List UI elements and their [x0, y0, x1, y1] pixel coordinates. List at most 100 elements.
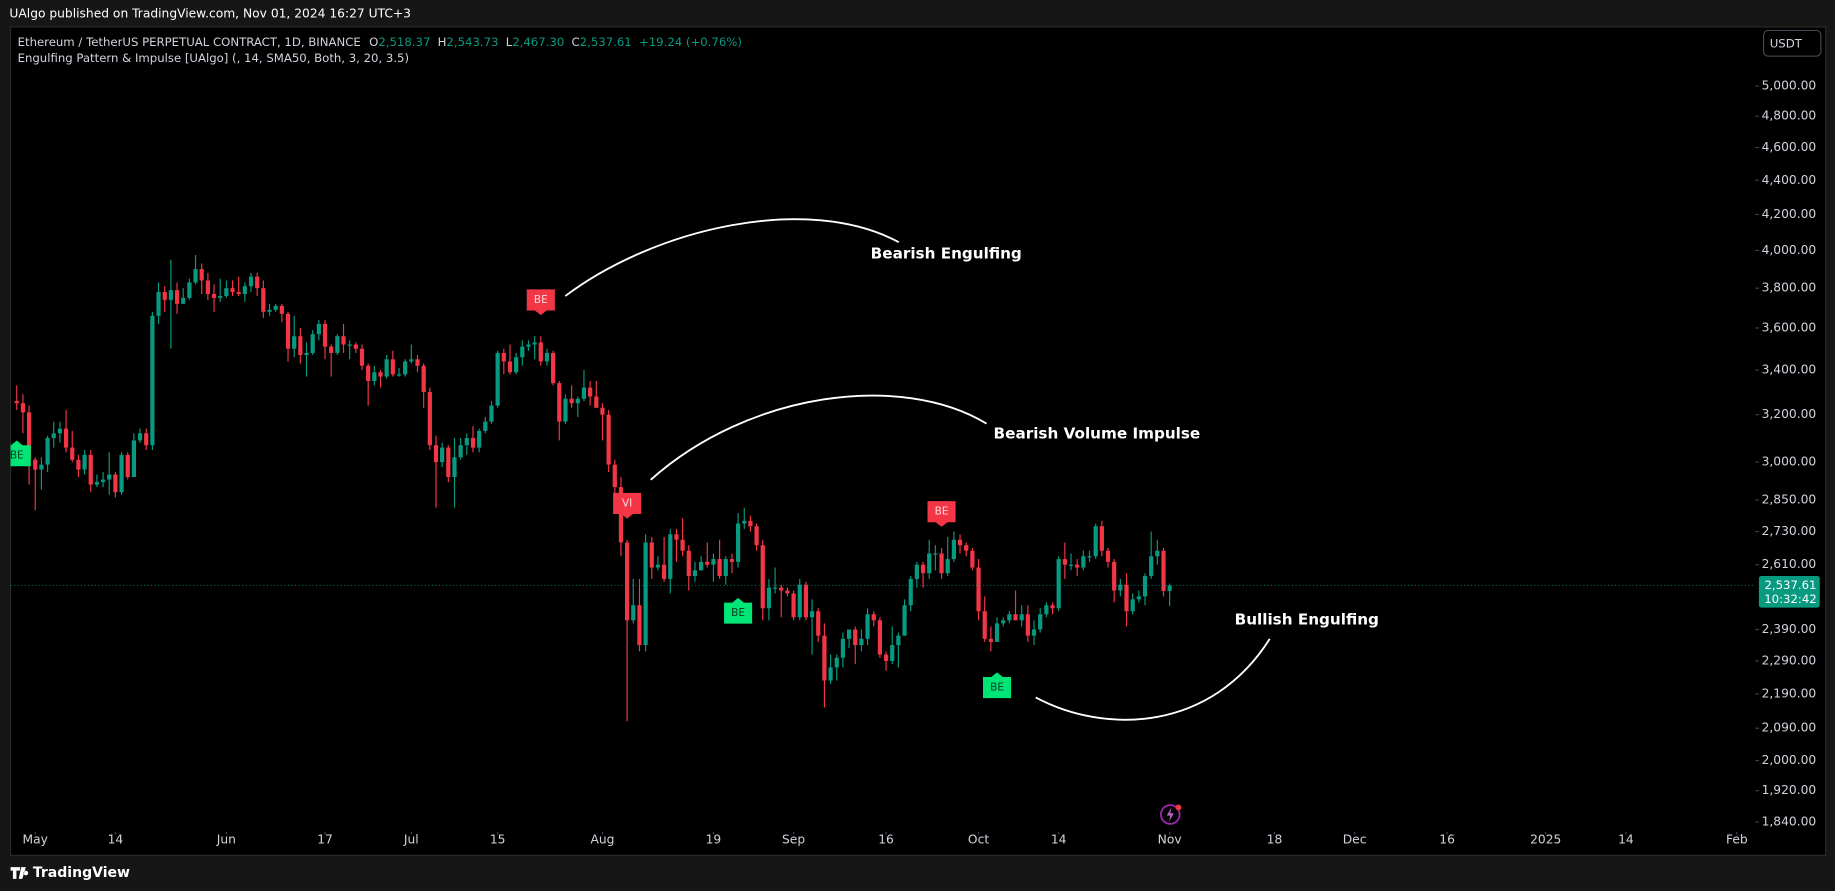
candle-body	[507, 361, 513, 373]
signal-shape	[613, 492, 642, 519]
candle-body	[458, 445, 463, 458]
candle-body	[273, 305, 278, 310]
signal-marker: BE	[10, 440, 31, 467]
signal-label: VI	[622, 497, 632, 509]
candle-body	[575, 398, 580, 404]
signal-label: BE	[935, 506, 949, 518]
candle-body	[637, 605, 642, 646]
candle-body	[33, 459, 38, 470]
candle-body	[298, 336, 303, 356]
signal-label: BE	[731, 607, 745, 619]
candle-body	[970, 550, 975, 568]
candle-body	[335, 336, 340, 353]
candle-body	[193, 269, 198, 283]
candle-body	[951, 539, 956, 560]
y-tick-label: 1,920.00	[1762, 783, 1817, 797]
candle-body	[698, 561, 704, 571]
candle-body	[643, 542, 648, 646]
candle-body	[285, 313, 291, 349]
candle-body	[791, 593, 796, 618]
indicator-label: Engulfing Pattern & Impulse [UAlgo] (, 1…	[18, 51, 409, 65]
candle-body	[1038, 614, 1043, 630]
candle-body	[883, 654, 889, 661]
signal-shape	[526, 289, 555, 316]
candle-body	[1124, 584, 1129, 612]
candle-body	[489, 405, 494, 422]
candle-body	[680, 539, 685, 551]
signal-marker: BE	[927, 501, 956, 527]
candle-body	[902, 605, 907, 636]
brand: TradingView	[10, 865, 130, 881]
candle-body	[520, 346, 525, 358]
candle-body	[908, 578, 913, 606]
candle-body	[655, 564, 661, 568]
currency-button[interactable]	[1762, 29, 1822, 57]
candle-body	[322, 323, 328, 347]
candle-body	[581, 387, 587, 399]
candle-body	[248, 276, 254, 287]
candle-body	[785, 590, 790, 594]
candle-body	[292, 336, 297, 349]
candle-body	[403, 361, 408, 375]
candle-body	[711, 559, 716, 565]
x-tick-label: Aug	[590, 833, 614, 847]
candle-body	[877, 620, 883, 655]
candle-body	[464, 438, 469, 446]
y-tick-label: 4,000.00	[1762, 243, 1817, 257]
candle-body	[1167, 585, 1172, 591]
candle-body	[1007, 614, 1012, 621]
candle-body	[914, 564, 919, 579]
candle-body	[150, 315, 155, 446]
candle-body	[1112, 561, 1117, 591]
candle-body	[717, 559, 722, 577]
candle-body	[94, 482, 100, 485]
candle-body	[1019, 614, 1024, 621]
candle-body	[156, 292, 161, 316]
x-tick-label: 19	[706, 833, 722, 847]
x-tick-label: 14	[108, 833, 124, 847]
candle-body	[957, 539, 963, 546]
candle-body	[729, 559, 735, 562]
legend-key: L	[506, 35, 513, 49]
candle-body	[853, 629, 858, 646]
candle-body	[310, 334, 315, 353]
candle-body	[316, 323, 321, 335]
currency-button-label[interactable]: USDT	[1770, 36, 1803, 50]
symbol: Ethereum / TetherUS PERPETUAL CONTRACT, …	[18, 35, 361, 49]
candle-body	[532, 342, 537, 345]
candle-body	[384, 359, 389, 377]
candle-body	[100, 479, 106, 483]
signal-marker: VI	[613, 492, 642, 519]
y-tick-label: 2,090.00	[1762, 721, 1817, 735]
annotation: Bullish Engulfing	[1235, 611, 1379, 629]
candle-body	[446, 447, 451, 478]
lightning-icon[interactable]	[1160, 804, 1182, 825]
candle-body	[668, 534, 673, 579]
x-tick-label: Jul	[403, 833, 419, 847]
candle-body	[1130, 599, 1135, 612]
candle-body	[261, 288, 266, 312]
x-tick-label: Oct	[968, 833, 989, 847]
x-tick-label: 17	[317, 833, 333, 847]
candle-body	[544, 352, 550, 362]
countdown-label: 10:32:42	[1764, 592, 1817, 606]
candle-body	[631, 605, 636, 621]
candle-body	[933, 553, 938, 555]
candle-body	[662, 564, 667, 579]
candle-body	[396, 374, 402, 376]
candle-body	[920, 564, 926, 574]
legend-value: 2,467.30	[512, 35, 564, 49]
y-tick-label: 4,400.00	[1762, 173, 1817, 187]
annotation-arc	[564, 218, 900, 297]
candle-body	[366, 365, 371, 381]
x-tick-label: May	[23, 833, 48, 847]
candle-body	[594, 396, 599, 408]
candle-body	[526, 344, 531, 347]
x-tick-label: Feb	[1726, 833, 1748, 847]
candle-body	[723, 559, 728, 577]
candle-body	[483, 421, 488, 431]
candle-body	[600, 407, 605, 415]
candle-body	[440, 447, 445, 463]
